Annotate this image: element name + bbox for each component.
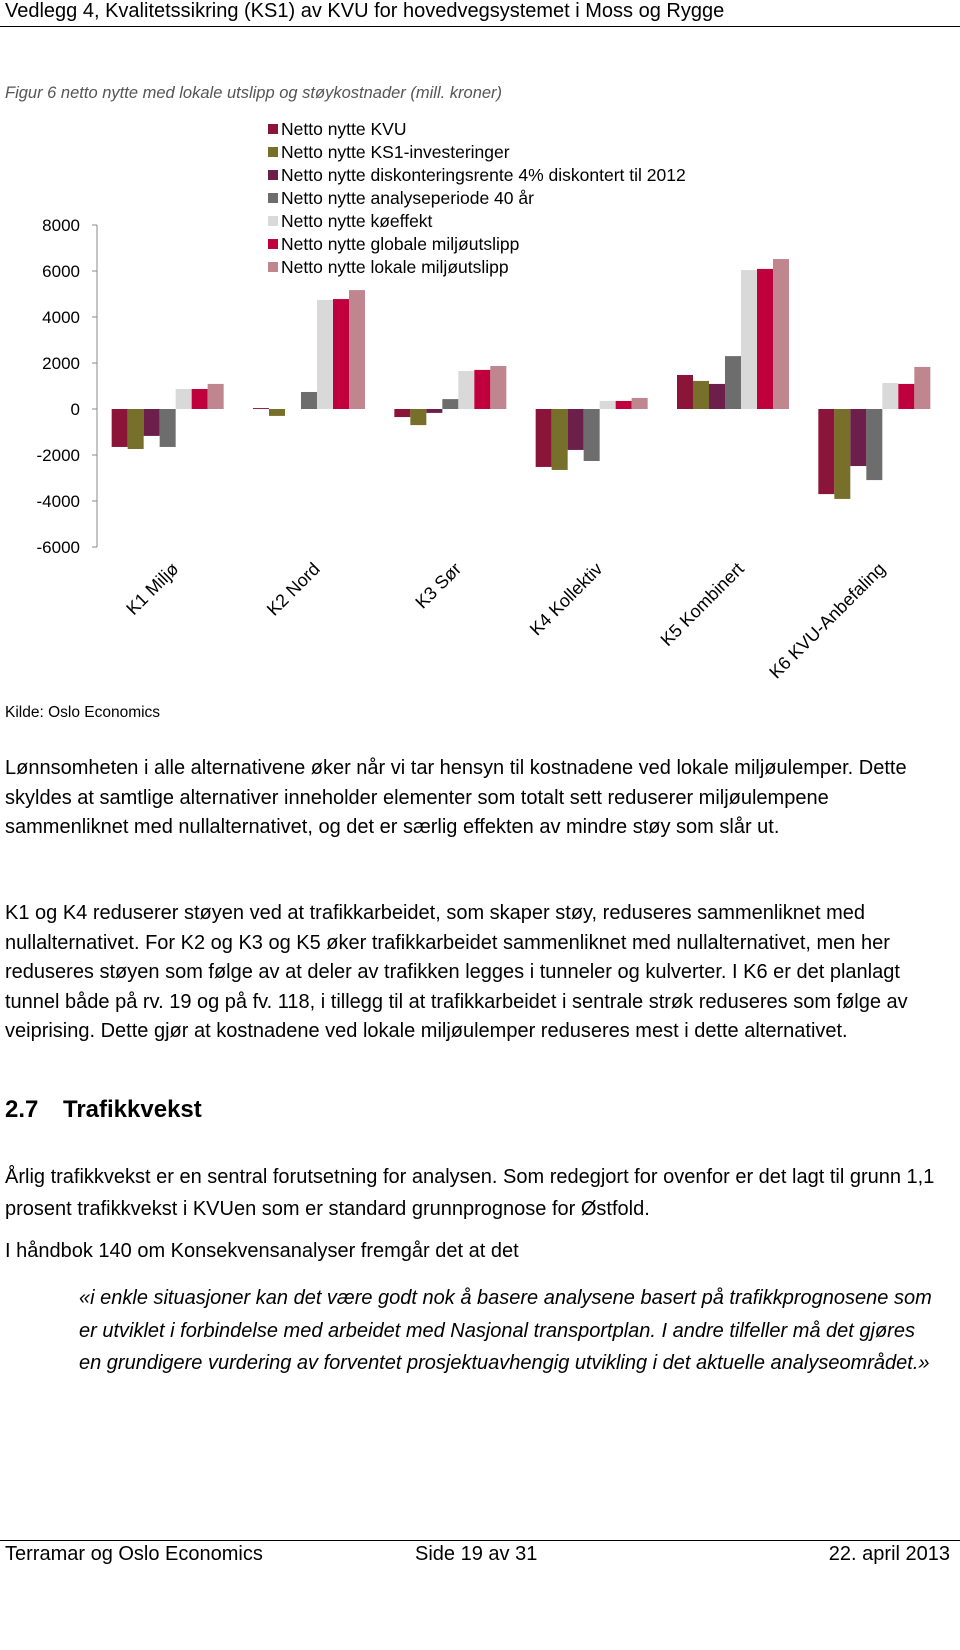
x-tick-label: K1 Miljø <box>122 559 182 619</box>
bar <box>474 369 491 409</box>
bar <box>882 383 899 409</box>
footer-center: Side 19 av 31 <box>415 1543 538 1565</box>
paragraph: I håndbok 140 om Konsekvensanalyser frem… <box>5 1240 519 1262</box>
bar <box>773 259 789 409</box>
bar <box>143 409 160 436</box>
header-title: Vedlegg 4, Kvalitetssikring (KS1) av KVU… <box>5 0 725 22</box>
bar <box>426 409 443 413</box>
section-heading: 2.7 Trafikkvekst <box>5 1096 202 1124</box>
bar <box>175 388 192 409</box>
legend-swatch <box>268 193 278 203</box>
bar <box>615 400 632 409</box>
y-tick-label: -2000 <box>37 446 80 465</box>
bar <box>394 409 411 418</box>
y-tick-label: 0 <box>71 400 80 419</box>
y-tick-label: 8000 <box>42 216 80 235</box>
bar <box>741 270 757 409</box>
y-tick-label: 4000 <box>42 308 80 327</box>
y-tick-label: -4000 <box>37 492 80 511</box>
bar <box>834 409 851 499</box>
bar <box>850 409 867 467</box>
bar <box>191 388 208 409</box>
bar <box>693 380 709 409</box>
footer-rule <box>0 1540 960 1541</box>
y-tick-label: 2000 <box>42 354 80 373</box>
bar <box>111 409 128 447</box>
bar <box>551 409 568 470</box>
legend-swatch <box>268 124 278 134</box>
quote: «i enkle situasjoner kan det være godt n… <box>79 1287 932 1374</box>
bar <box>535 409 552 467</box>
bar <box>269 409 285 416</box>
x-tick-label: K4 Kollektiv <box>526 559 607 640</box>
legend-swatch <box>268 239 278 249</box>
header-rule <box>0 26 960 27</box>
bar <box>333 299 349 409</box>
legend-label: Netto nytte lokale miljøutslipp <box>281 257 509 277</box>
legend-label: Netto nytte KS1-investeringer <box>281 142 510 162</box>
chart: -6000 -4000 -2000 0 2000 4000 6000 8000 K1 Miljø… <box>37 119 931 683</box>
legend-label: Netto nytte køeffekt <box>281 211 433 231</box>
bar <box>458 371 475 409</box>
section-title: Trafikkvekst <box>63 1096 202 1123</box>
bar <box>866 409 883 481</box>
bar <box>599 400 616 409</box>
bar <box>818 409 835 495</box>
bar <box>914 366 931 409</box>
bar <box>709 383 725 409</box>
footer-left: Terramar og Oslo Economics <box>5 1543 263 1565</box>
bar <box>349 290 365 409</box>
legend-swatch <box>268 262 278 272</box>
x-tick-label: K2 Nord <box>263 559 324 620</box>
legend-label: Netto nytte diskonteringsrente 4% diskon… <box>281 165 686 185</box>
bar <box>898 383 915 409</box>
bar <box>567 409 584 450</box>
x-tick-label: K6 KVU-Anbefaling <box>765 559 889 683</box>
bar <box>317 299 333 409</box>
bar <box>757 268 773 409</box>
bar <box>725 356 741 409</box>
bar <box>301 391 317 409</box>
y-tick-label: -6000 <box>37 538 80 557</box>
legend-label: Netto nytte analyseperiode 40 år <box>281 188 534 208</box>
bar <box>253 408 269 409</box>
bar <box>631 397 648 409</box>
section-number: 2.7 <box>5 1096 39 1123</box>
x-tick-label: K5 Kombinert <box>657 559 748 650</box>
bar <box>490 365 507 409</box>
paragraph: Årlig trafikkvekst er en sentral forutse… <box>5 1166 935 1220</box>
y-tick-label: 6000 <box>42 262 80 281</box>
paragraph: Lønnsomheten i alle alternativene øker n… <box>5 757 907 838</box>
x-tick-label: K3 Sør <box>411 559 465 613</box>
bar <box>159 409 176 447</box>
footer-right: 22. april 2013 <box>828 1543 950 1565</box>
bar <box>410 409 427 426</box>
legend-swatch <box>268 170 278 180</box>
bar <box>442 399 459 409</box>
bar <box>677 374 693 409</box>
paragraph: K1 og K4 reduserer støyen ved at trafikk… <box>5 902 908 1042</box>
bar <box>583 409 600 461</box>
bar <box>207 383 224 409</box>
legend-label: Netto nytte globale miljøutslipp <box>281 234 519 254</box>
legend-label: Netto nytte KVU <box>281 119 406 139</box>
legend-swatch <box>268 216 278 226</box>
legend-swatch <box>268 147 278 157</box>
figure-source: Kilde: Oslo Economics <box>5 704 161 721</box>
bar <box>127 409 144 450</box>
figure-caption: Figur 6 netto nytte med lokale utslipp o… <box>5 84 503 102</box>
